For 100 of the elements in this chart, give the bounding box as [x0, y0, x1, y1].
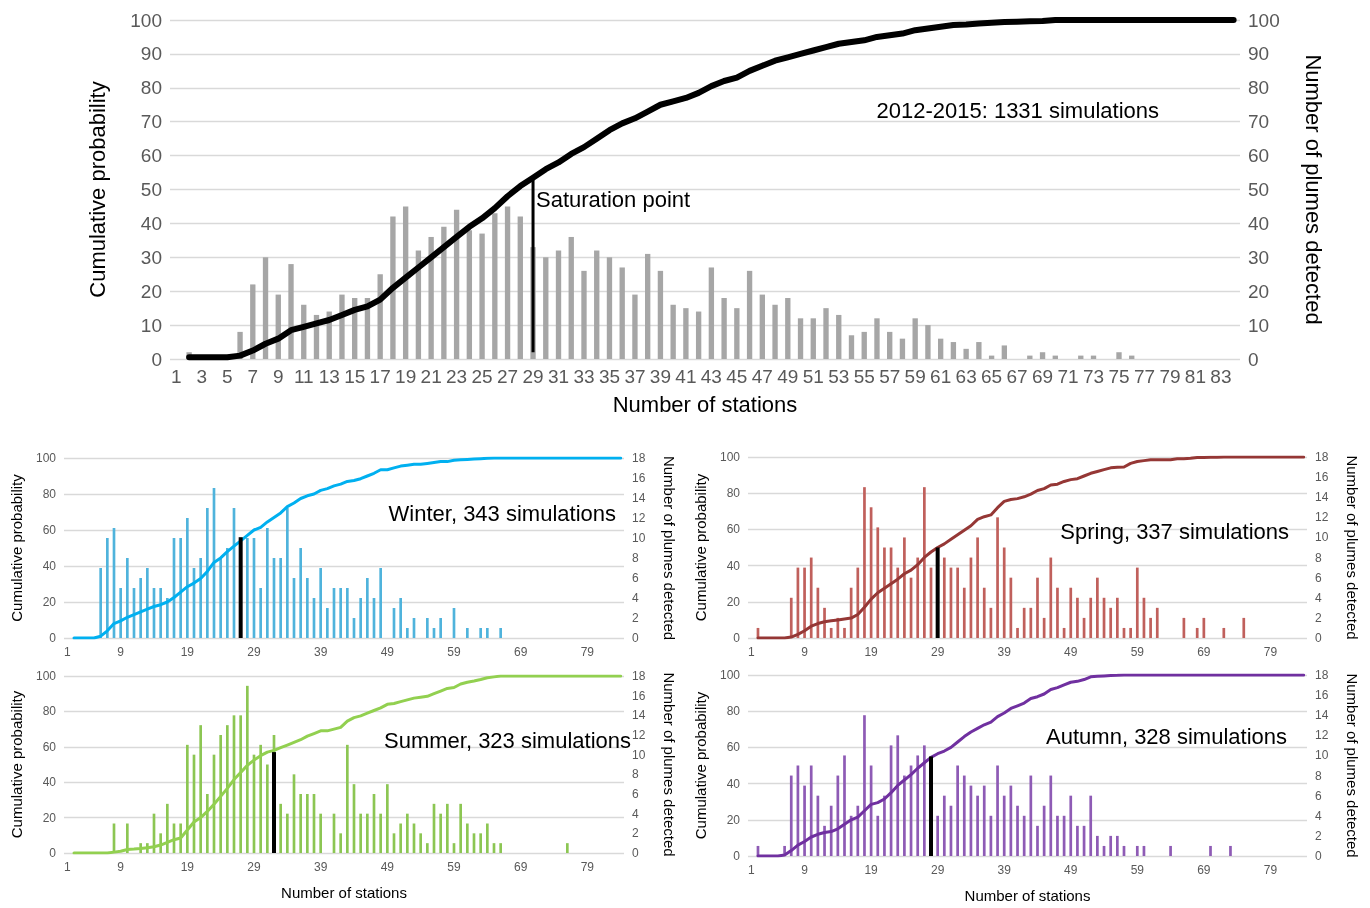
y2-tick-label: 0	[632, 631, 639, 645]
y-tick-label: 80	[42, 704, 57, 719]
y2-tick-label: 8	[1315, 550, 1322, 565]
y-tick-label: 0	[733, 631, 741, 645]
y2-tick-label: 30	[1248, 246, 1270, 268]
text: Spring, 337 simulations	[1060, 518, 1290, 544]
x-tick-label: 73	[1082, 366, 1105, 387]
x-tick-label: 49	[1064, 645, 1078, 659]
y2-axis-title: Number of plumes detected	[1344, 673, 1361, 858]
y2-tick-label: 18	[1315, 450, 1329, 464]
y-tick-label: 30	[140, 246, 162, 268]
x-tick-label: 1	[747, 645, 755, 659]
y2-tick-label: 8	[1315, 768, 1322, 783]
y-tick-label: 0	[49, 846, 57, 860]
x-tick-label: 63	[955, 366, 977, 387]
y2-tick-label: 90	[1248, 43, 1270, 65]
x-tick-label: 57	[879, 366, 901, 387]
y2-tick-label: 2	[1315, 828, 1322, 843]
y-tick-label: 60	[140, 145, 162, 167]
y2-axis-title: Number of plumes detected	[661, 672, 678, 857]
y-tick-label: 80	[140, 77, 162, 99]
y2-tick-label: 2	[632, 826, 639, 841]
y2-tick-label: 6	[632, 571, 639, 585]
x-tick-label: 79	[580, 860, 595, 874]
y2-tick-label: 2	[1315, 610, 1322, 625]
x-tick-label: 67	[1006, 366, 1028, 387]
y-tick-label: 100	[130, 9, 162, 31]
y2-tick-label: 0	[1315, 631, 1322, 645]
y-tick-label: 80	[726, 486, 741, 501]
y2-tick-label: 80	[1248, 77, 1270, 99]
x-tick-label: 69	[1197, 863, 1211, 877]
y2-tick-label: 4	[1315, 808, 1322, 823]
x-tick-label: 31	[547, 366, 570, 387]
y2-tick-label: 4	[632, 806, 639, 821]
y2-tick-label: 10	[632, 747, 646, 762]
x-tick-label: 29	[247, 860, 261, 874]
y2-axis-title: Number of plumes detected	[1300, 54, 1326, 325]
x-tick-label: 65	[981, 366, 1003, 387]
y-tick-label: 70	[140, 111, 162, 133]
y2-tick-label: 12	[632, 728, 646, 742]
x-tick-label: 19	[395, 366, 417, 387]
x-tick-label: 69	[1197, 645, 1211, 659]
x-tick-label: 1	[747, 863, 755, 877]
x-tick-label: 75	[1108, 366, 1130, 387]
text: Summer, 323 simulations	[384, 727, 631, 753]
y-tick-label: 100	[719, 668, 741, 682]
x-axis-title: Number of stations	[612, 391, 798, 417]
y-axis-title: Cumulative probability	[84, 81, 110, 298]
x-tick-label: 1	[171, 366, 182, 387]
y2-tick-label: 14	[632, 491, 646, 505]
x-tick-label: 61	[930, 366, 952, 387]
x-axis-title: Number of stations	[281, 884, 407, 901]
x-tick-label: 19	[180, 645, 195, 659]
x-tick-label: 19	[864, 863, 879, 877]
y-tick-label: 60	[42, 739, 57, 754]
y-axis-title: Cumulative probability	[692, 473, 709, 622]
x-tick-label: 19	[864, 645, 879, 659]
x-tick-label: 69	[1031, 366, 1054, 387]
x-tick-label: 23	[446, 366, 468, 387]
x-tick-label: 11	[293, 366, 314, 387]
y-tick-label: 50	[140, 179, 162, 200]
x-tick-label: 79	[1263, 863, 1278, 877]
y-tick-label: 80	[42, 487, 57, 501]
x-tick-label: 49	[380, 645, 395, 659]
x-tick-label: 5	[222, 366, 233, 387]
y2-tick-label: 8	[632, 551, 639, 565]
x-tick-label: 1	[63, 645, 71, 659]
y2-tick-label: 70	[1248, 111, 1270, 133]
x-tick-label: 39	[313, 860, 328, 874]
x-tick-label: 71	[1057, 366, 1079, 387]
y2-tick-label: 4	[1315, 590, 1322, 605]
y-tick-label: 20	[726, 812, 741, 827]
x-tick-label: 29	[930, 645, 945, 659]
x-tick-label: 9	[801, 863, 809, 877]
x-tick-label: 33	[573, 366, 595, 387]
x-tick-label: 15	[344, 366, 366, 387]
x-tick-label: 69	[513, 860, 528, 874]
y2-tick-label: 20	[1248, 280, 1270, 302]
annotation: Saturation point	[536, 187, 691, 213]
y2-axis-title: Number of plumes detected	[661, 455, 678, 641]
y-tick-label: 80	[726, 704, 741, 719]
x-tick-label: 43	[700, 366, 722, 387]
y-tick-label: 90	[140, 43, 162, 65]
x-tick-label: 19	[180, 860, 195, 874]
y2-tick-label: 6	[1315, 788, 1322, 803]
x-tick-label: 39	[649, 366, 671, 387]
y-tick-label: 20	[726, 594, 741, 609]
y2-tick-label: 10	[1315, 748, 1329, 763]
y2-tick-label: 12	[632, 511, 646, 525]
y-tick-label: 40	[140, 212, 162, 234]
y2-tick-label: 6	[1315, 570, 1322, 585]
y2-tick-label: 60	[1248, 145, 1270, 167]
y2-tick-label: 18	[632, 669, 646, 683]
text: Autumn, 328 simulations	[1046, 723, 1287, 749]
x-tick-label: 7	[247, 366, 259, 387]
y-tick-label: 0	[49, 631, 57, 645]
y-tick-label: 40	[726, 558, 741, 573]
y2-tick-label: 14	[1315, 708, 1329, 723]
x-tick-label: 47	[751, 366, 773, 387]
x-tick-label: 9	[117, 645, 125, 659]
